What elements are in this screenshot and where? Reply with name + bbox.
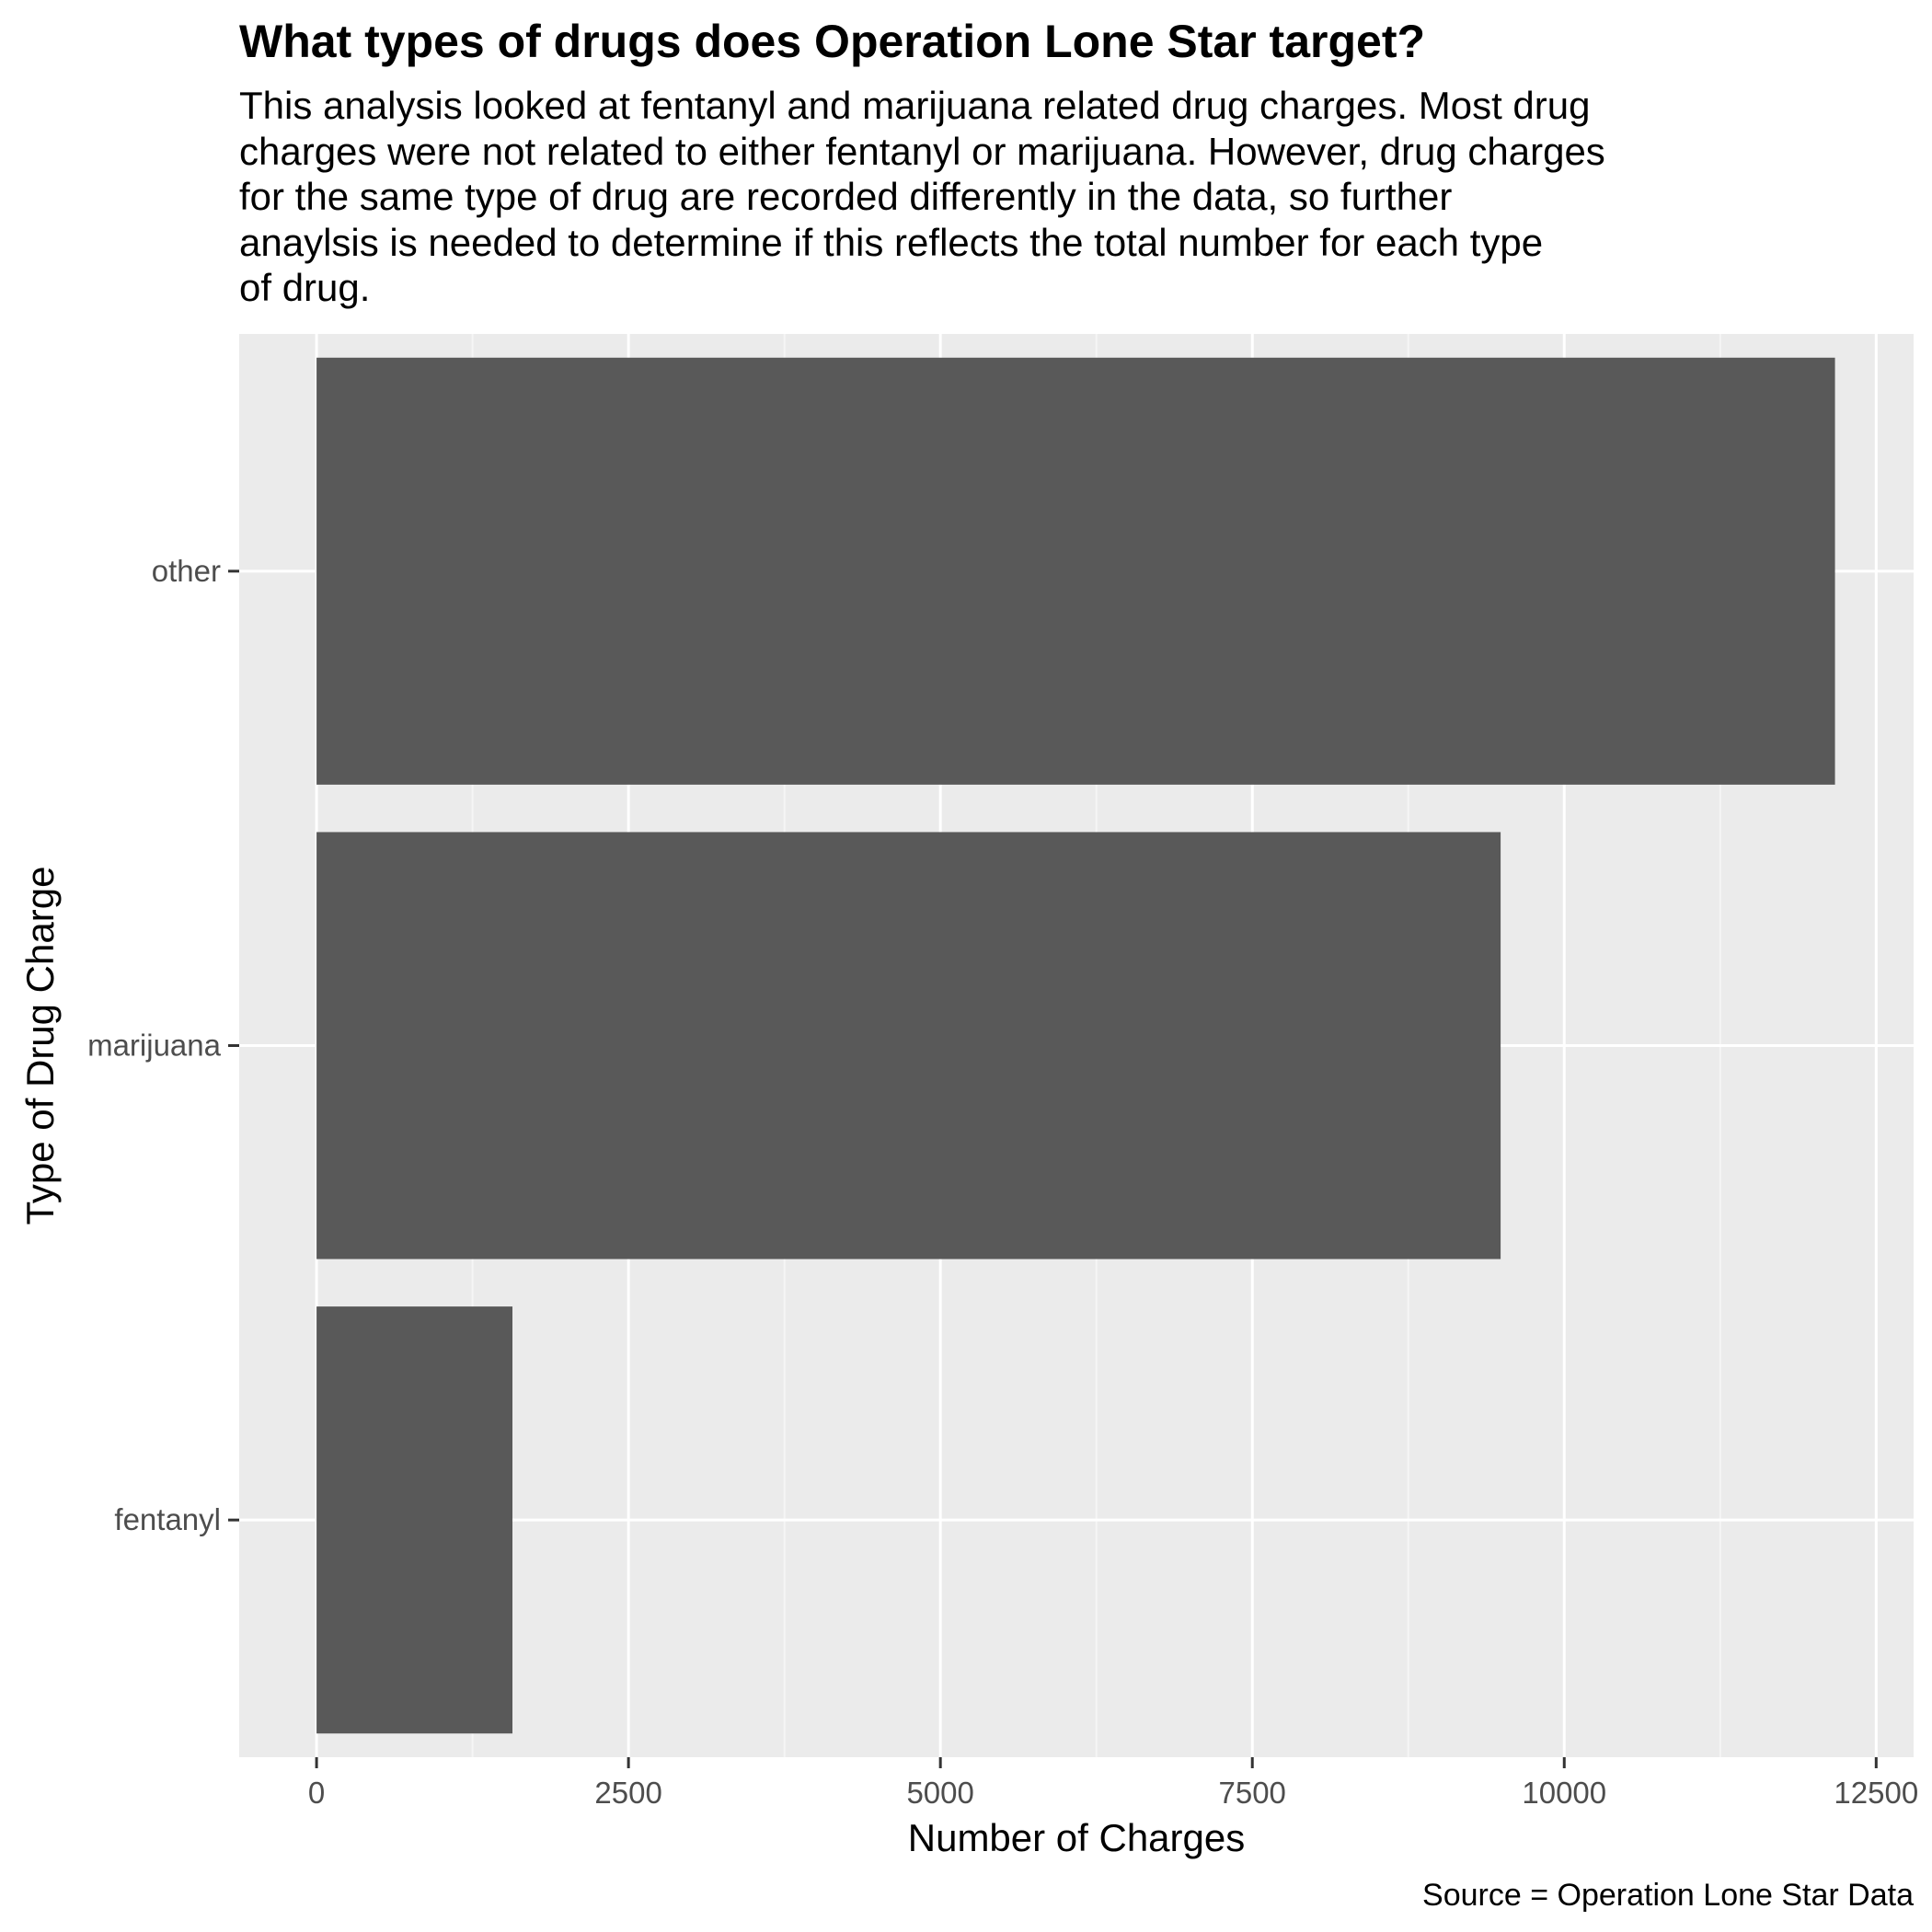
chart-subtitle: This analysis looked at fentanyl and mar… <box>239 83 1822 311</box>
x-tick-label: 12500 <box>1834 1776 1918 1810</box>
x-axis-title: Number of Charges <box>908 1816 1246 1859</box>
x-tick-label: 0 <box>308 1776 325 1810</box>
y-tick-label: fentanyl <box>114 1502 221 1536</box>
x-tick-label: 2500 <box>594 1776 661 1810</box>
chart-caption: Source = Operation Lone Star Data <box>1422 1878 1914 1913</box>
bar-fentanyl <box>316 1306 513 1734</box>
subtitle-line: of drug. <box>239 266 371 309</box>
y-tick-label: other <box>152 554 221 588</box>
x-axis: 0 2500 5000 7500 10000 12500 <box>308 1757 1918 1810</box>
bars <box>316 357 1835 1734</box>
subtitle-line: anaylsis is needed to determine if this … <box>239 220 1544 264</box>
x-tick-label: 5000 <box>906 1776 973 1810</box>
subtitle-line: This analysis looked at fentanyl and mar… <box>239 84 1591 127</box>
bar-marijuana <box>316 832 1501 1259</box>
y-axis: fentanyl marijuana other <box>87 554 239 1536</box>
x-tick-label: 7500 <box>1219 1776 1286 1810</box>
y-tick-label: marijuana <box>87 1029 222 1063</box>
y-axis-title: Type of Drug Charge <box>18 867 62 1225</box>
subtitle-line: for the same type of drug are recorded d… <box>239 175 1453 218</box>
x-tick-label: 10000 <box>1522 1776 1606 1810</box>
chart-title: What types of drugs does Operation Lone … <box>239 16 1426 67</box>
subtitle-line: charges were not related to either fenta… <box>239 129 1605 173</box>
bar-other <box>316 357 1835 785</box>
